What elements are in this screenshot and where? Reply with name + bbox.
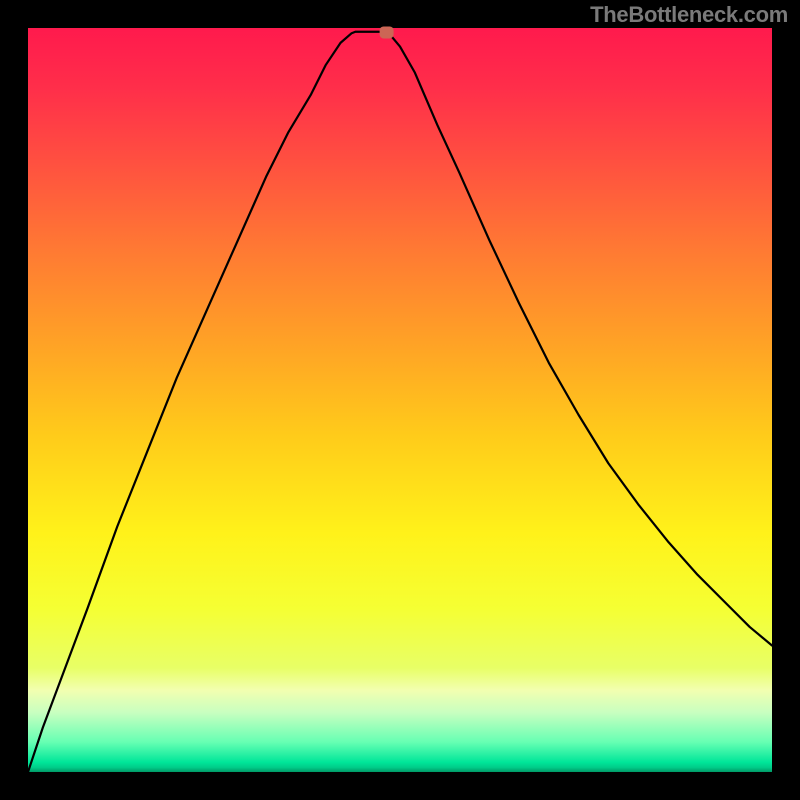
watermark-text: TheBottleneck.com — [590, 2, 788, 28]
chart-svg — [0, 0, 800, 800]
plot-background — [28, 28, 772, 772]
optimal-marker — [380, 26, 394, 38]
chart-root: TheBottleneck.com — [0, 0, 800, 800]
